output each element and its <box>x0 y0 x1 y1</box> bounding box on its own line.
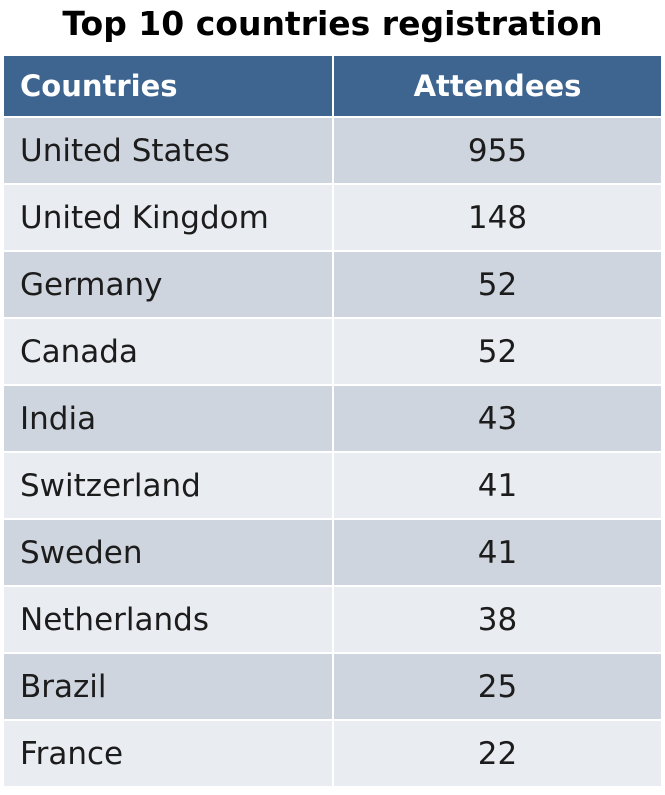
attendees-cell: 41 <box>332 518 663 587</box>
country-cell: Sweden <box>2 518 334 587</box>
table-row: Netherlands 38 <box>2 585 663 654</box>
column-header-countries: Countries <box>2 54 334 118</box>
attendees-cell: 43 <box>332 384 663 453</box>
table-row: United Kingdom 148 <box>2 183 663 252</box>
country-cell: India <box>2 384 334 453</box>
table-row: Germany 52 <box>2 250 663 319</box>
attendees-cell: 955 <box>332 116 663 185</box>
attendees-cell: 25 <box>332 652 663 721</box>
attendees-cell: 52 <box>332 250 663 319</box>
table-row: Brazil 25 <box>2 652 663 721</box>
header-row: Countries Attendees <box>2 54 663 118</box>
country-cell: Brazil <box>2 652 334 721</box>
table-row: United States 955 <box>2 116 663 185</box>
registration-table: Countries Attendees United States 955 Unit… <box>2 54 663 788</box>
attendees-cell: 22 <box>332 719 663 788</box>
country-cell: Switzerland <box>2 451 334 520</box>
country-cell: United States <box>2 116 334 185</box>
table-row: Canada 52 <box>2 317 663 386</box>
country-cell: United Kingdom <box>2 183 334 252</box>
country-cell: Germany <box>2 250 334 319</box>
column-header-attendees: Attendees <box>332 54 663 118</box>
attendees-cell: 148 <box>332 183 663 252</box>
table-row: France 22 <box>2 719 663 788</box>
attendees-cell: 41 <box>332 451 663 520</box>
table-row: Sweden 41 <box>2 518 663 587</box>
table-row: India 43 <box>2 384 663 453</box>
table-body: United States 955 United Kingdom 148 Germany… <box>2 116 663 788</box>
attendees-cell: 38 <box>332 585 663 654</box>
table-row: Switzerland 41 <box>2 451 663 520</box>
table-title: Top 10 countries registration <box>62 4 603 43</box>
attendees-cell: 52 <box>332 317 663 386</box>
country-cell: Netherlands <box>2 585 334 654</box>
country-cell: France <box>2 719 334 788</box>
country-cell: Canada <box>2 317 334 386</box>
